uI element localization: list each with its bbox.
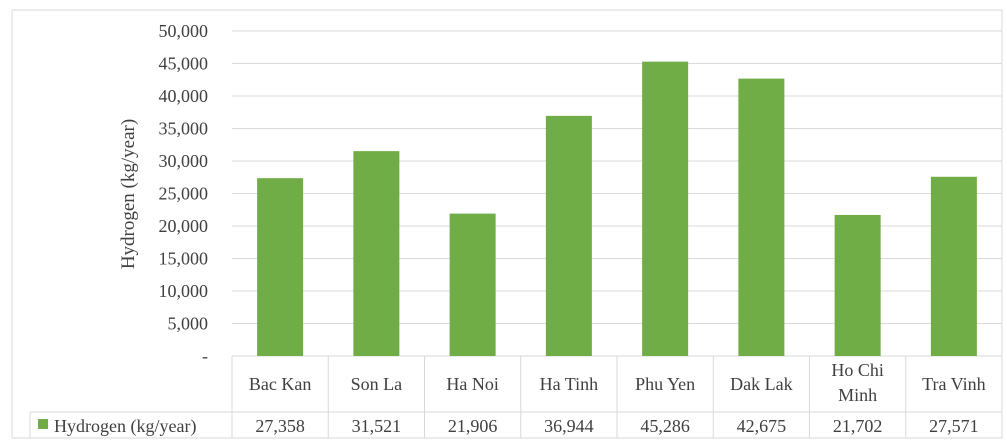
category-label: Phu Yen (635, 374, 695, 394)
bar (931, 177, 977, 356)
y-tick-label: 20,000 (159, 216, 209, 236)
data-table-value: 21,906 (448, 416, 498, 436)
legend-swatch (38, 419, 48, 429)
y-tick-label: 10,000 (159, 281, 209, 301)
data-table-value: 36,944 (544, 416, 594, 436)
category-label: Dak Lak (730, 374, 792, 394)
y-tick-label: - (202, 346, 208, 366)
data-table-value: 27,571 (929, 416, 979, 436)
category-label: Ha Tinh (540, 374, 599, 394)
bar (257, 178, 303, 356)
legend-series-name: Hydrogen (kg/year) (54, 416, 196, 437)
y-axis-ticks: - 5,000 10,000 15,000 20,000 25,000 30,000 35,0… (159, 21, 209, 366)
y-tick-label: 15,000 (159, 249, 209, 269)
category-label: Minh (838, 385, 877, 405)
bar (353, 151, 399, 356)
data-table-value: 42,675 (737, 416, 787, 436)
bar (450, 214, 496, 356)
data-table-value: 31,521 (352, 416, 402, 436)
y-tick-label: 5,000 (168, 314, 209, 334)
y-tick-label: 40,000 (159, 86, 209, 106)
category-label: Son La (351, 374, 403, 394)
bar (835, 215, 881, 356)
bars (257, 62, 977, 356)
y-tick-label: 25,000 (159, 184, 209, 204)
bar (642, 62, 688, 356)
y-tick-label: 35,000 (159, 119, 209, 139)
y-tick-label: 50,000 (159, 21, 209, 41)
y-tick-label: 45,000 (159, 54, 209, 74)
bar (738, 79, 784, 356)
y-tick-label: 30,000 (159, 151, 209, 171)
data-table-value: 45,286 (640, 416, 690, 436)
category-label: Ha Noi (446, 374, 499, 394)
category-label: Tra Vinh (922, 374, 985, 394)
y-axis-label: Hydrogen (kg/year) (118, 119, 139, 269)
data-table-value: 21,702 (833, 416, 883, 436)
data-table: Bac Kan Son La Ha Noi Ha Tinh Phu Yen Dak Lak… (30, 356, 1002, 438)
gridlines (232, 31, 1002, 356)
category-label: Bac Kan (249, 374, 311, 394)
bar (546, 116, 592, 356)
category-label: Ho Chi (831, 360, 884, 380)
data-table-value: 27,358 (255, 416, 305, 436)
